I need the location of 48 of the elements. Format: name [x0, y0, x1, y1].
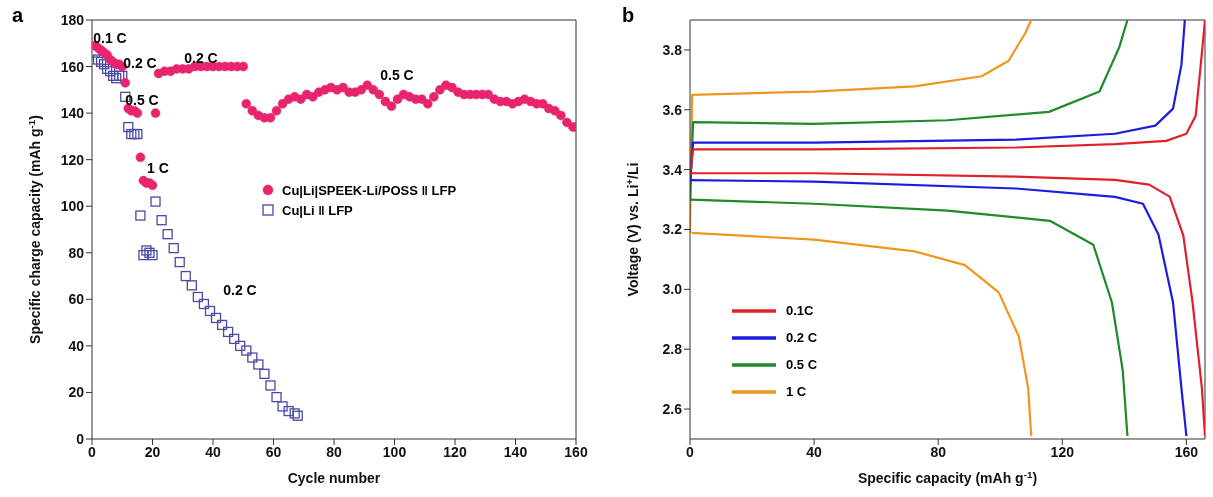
y-tick-label: 3.0 [662, 281, 683, 298]
annotation: 1 C [147, 160, 169, 176]
legend-label: 0.1C [786, 303, 814, 318]
x-tick-label: 40 [806, 443, 823, 460]
y-tick-label: 160 [60, 58, 85, 75]
y-tick-label: 40 [68, 337, 85, 354]
y-tick-label: 3.6 [662, 101, 683, 118]
annotation: 0.2 C [223, 282, 257, 298]
y-tick-label: 3.8 [662, 41, 683, 58]
y-tick-label: 60 [68, 291, 85, 308]
x-tick-label: 160 [1174, 443, 1199, 460]
chart-title: a [12, 4, 24, 27]
legend-label: Cu|Li ‖ LFP [282, 202, 353, 218]
x-tick-label: 0 [686, 443, 695, 460]
legend-label: Cu|Li|SPEEK-Li/POSS ‖ LFP [282, 182, 457, 198]
annotation: 0.2 C [184, 50, 218, 66]
annotation: 0.5 C [125, 92, 159, 108]
legend-label: 0.2 C [786, 330, 818, 345]
y-tick-label: 3.4 [662, 161, 683, 178]
x-tick-label: 120 [1050, 443, 1075, 460]
y-tick-label: 3.2 [662, 221, 683, 238]
annotation: 0.5 C [380, 67, 414, 83]
x-tick-label: 60 [265, 443, 282, 460]
x-axis-title: Cycle number [287, 470, 381, 486]
x-tick-label: 20 [144, 443, 161, 460]
y-tick-label: 100 [60, 198, 85, 215]
chart-title: b [622, 4, 635, 27]
y-tick-label: 0 [76, 430, 85, 447]
x-tick-label: 80 [930, 443, 947, 460]
x-tick-label: 100 [382, 443, 407, 460]
y-tick-label: 140 [60, 105, 85, 122]
y-tick-label: 20 [68, 384, 85, 401]
x-tick-label: 140 [503, 443, 528, 460]
x-tick-label: 80 [326, 443, 342, 460]
y-tick-label: 2.8 [662, 341, 683, 358]
annotation: 0.1 C [93, 30, 127, 46]
annotation: 0.2 C [123, 55, 157, 71]
y-tick-label: 80 [68, 244, 85, 261]
x-tick-label: 120 [443, 443, 467, 460]
y-tick-label: 2.6 [662, 401, 683, 418]
legend-label: 1 C [786, 384, 807, 399]
x-axis-title: Specific capacity (mAh g$^{-1}$) [857, 468, 1038, 486]
x-tick-label: 0 [88, 443, 97, 460]
y-tick-label: 180 [60, 11, 85, 28]
legend-label: 0.5 C [786, 357, 818, 372]
y-tick-label: 120 [60, 151, 85, 168]
x-tick-label: 40 [205, 443, 221, 460]
x-tick-label: 160 [564, 443, 588, 460]
